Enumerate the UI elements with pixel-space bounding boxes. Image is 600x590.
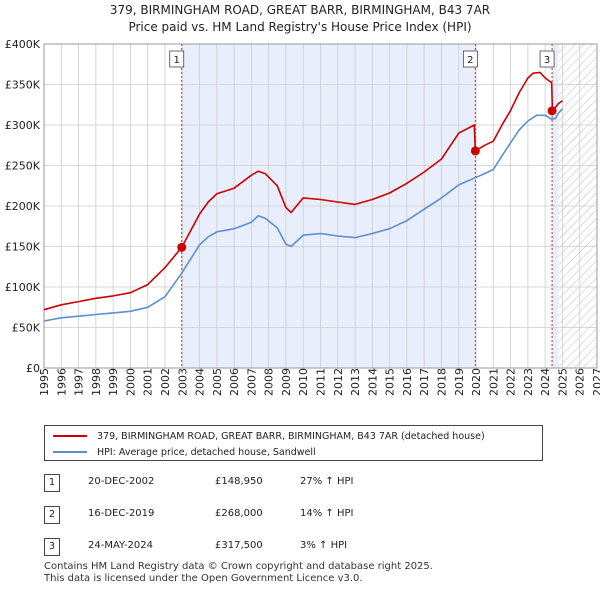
y-tick-label: £50K xyxy=(12,322,41,335)
transaction-hpi: 3% ↑ HPI xyxy=(300,540,348,551)
x-tick-label: 2000 xyxy=(124,368,137,396)
footer-licence: This data is licensed under the Open Gov… xyxy=(44,573,363,584)
y-tick-label: £100K xyxy=(5,281,41,294)
sale-label: 3 xyxy=(544,55,550,66)
x-tick-label: 1997 xyxy=(73,368,86,396)
transaction-hpi: 27% ↑ HPI xyxy=(300,476,354,487)
transaction-row: 2 16-DEC-2019 £268,000 14% ↑ HPI xyxy=(0,506,600,524)
sale-label-box xyxy=(539,50,555,68)
sale-label-box xyxy=(462,50,478,68)
transaction-number: 1 xyxy=(44,474,60,492)
y-tick-label: £300K xyxy=(5,119,41,132)
x-tick-label: 2011 xyxy=(315,368,328,396)
x-tick-label: 2026 xyxy=(574,368,587,396)
y-tick-label: £200K xyxy=(5,200,41,213)
x-tick-label: 1998 xyxy=(90,368,103,396)
x-tick-label: 2015 xyxy=(384,368,397,396)
legend-label-hpi: HPI: Average price, detached house, Sand… xyxy=(97,446,316,458)
transaction-date: 24-MAY-2024 xyxy=(88,540,154,551)
chart-title: 379, BIRMINGHAM ROAD, GREAT BARR, BIRMIN… xyxy=(109,3,491,17)
transaction-price: £317,500 xyxy=(215,540,263,551)
y-tick-label: £0 xyxy=(26,362,40,375)
x-tick-label: 2004 xyxy=(194,368,207,396)
x-tick-label: 2021 xyxy=(487,368,500,396)
x-tick-label: 2003 xyxy=(176,368,189,396)
x-tick-label: 1995 xyxy=(38,368,51,396)
transaction-row: 1 20-DEC-2002 £148,950 27% ↑ HPI xyxy=(0,474,600,492)
legend-swatch-hpi xyxy=(53,451,87,453)
transaction-number: 3 xyxy=(44,538,60,556)
sale-label-box xyxy=(169,50,185,68)
x-tick-label: 2012 xyxy=(332,368,345,396)
y-tick-label: £350K xyxy=(5,79,41,92)
legend: 379, BIRMINGHAM ROAD, GREAT BARR, BIRMIN… xyxy=(44,425,543,461)
x-tick-label: 2001 xyxy=(142,368,155,396)
x-tick-label: 2016 xyxy=(401,368,414,396)
y-tick-label: £400K xyxy=(5,38,41,51)
hpi-line xyxy=(43,108,564,322)
transaction-row: 3 24-MAY-2024 £317,500 3% ↑ HPI xyxy=(0,538,600,556)
x-tick-label: 2022 xyxy=(505,368,518,396)
x-tick-label: 2007 xyxy=(245,368,258,396)
y-tick-label: £250K xyxy=(5,160,41,173)
x-tick-label: 2019 xyxy=(453,368,466,396)
x-tick-label: 2010 xyxy=(297,368,310,396)
x-tick-label: 1996 xyxy=(55,368,68,396)
sale-point xyxy=(177,242,187,252)
sale-label: 1 xyxy=(174,55,180,66)
chart-subtitle: Price paid vs. HM Land Registry's House … xyxy=(128,20,472,34)
footer-copyright: Contains HM Land Registry data © Crown c… xyxy=(44,561,433,572)
x-tick-label: 2023 xyxy=(522,368,535,396)
legend-label-property: 379, BIRMINGHAM ROAD, GREAT BARR, BIRMIN… xyxy=(97,430,485,442)
sale-point xyxy=(547,106,557,116)
transaction-date: 16-DEC-2019 xyxy=(88,508,155,519)
transaction-price: £268,000 xyxy=(215,508,263,519)
y-tick-label: £150K xyxy=(5,241,41,254)
sale-point xyxy=(470,146,480,156)
transaction-number: 2 xyxy=(44,506,60,524)
x-tick-label: 2017 xyxy=(418,368,431,396)
x-tick-label: 2025 xyxy=(556,368,569,396)
x-tick-label: 2018 xyxy=(435,368,448,396)
legend-item-hpi: HPI: Average price, detached house, Sand… xyxy=(53,445,316,459)
transaction-hpi: 14% ↑ HPI xyxy=(300,508,354,519)
x-tick-label: 2002 xyxy=(159,368,172,396)
x-tick-label: 1999 xyxy=(107,368,120,396)
x-tick-label: 2020 xyxy=(470,368,483,396)
legend-swatch-property xyxy=(53,435,87,437)
x-tick-label: 2013 xyxy=(349,368,362,396)
x-tick-label: 2006 xyxy=(228,368,241,396)
x-tick-label: 2008 xyxy=(263,368,276,396)
transaction-date: 20-DEC-2002 xyxy=(88,476,155,487)
x-tick-label: 2009 xyxy=(280,368,293,396)
x-tick-label: 2005 xyxy=(211,368,224,396)
x-tick-label: 2027 xyxy=(591,368,600,396)
x-tick-label: 2024 xyxy=(539,368,552,396)
property-price-line xyxy=(43,71,563,311)
plot-border xyxy=(43,43,598,369)
sale-label: 2 xyxy=(467,55,473,66)
legend-item-property: 379, BIRMINGHAM ROAD, GREAT BARR, BIRMIN… xyxy=(53,429,485,443)
transaction-price: £148,950 xyxy=(215,476,263,487)
x-tick-label: 2014 xyxy=(366,368,379,396)
price-chart: £0 £50K £100K £150K £200K £250K £300K £350K £400… xyxy=(5,38,600,396)
